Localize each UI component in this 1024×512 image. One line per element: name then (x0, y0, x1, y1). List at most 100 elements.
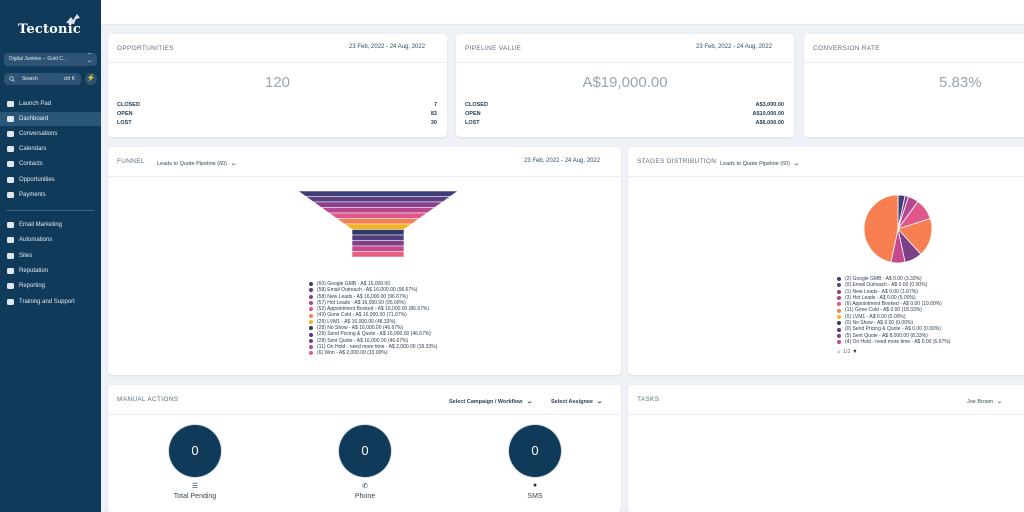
chevron-down-icon: ⌄ (793, 161, 801, 167)
legend-label: (0) Email Outreach - A$ 0.00 (0.00%) (845, 282, 928, 289)
sidebar-item-opportunities[interactable]: Opportunities (0, 173, 101, 187)
rocket-icon (7, 101, 14, 107)
sidebar-item-label: Reputation (19, 268, 49, 274)
legend-dot (309, 288, 313, 293)
account-selector[interactable]: Digital Junkies -- Gold C... ⌃ ⌄ (4, 53, 97, 66)
legend-dot (837, 314, 841, 319)
total-pending-label: Total Pending (173, 493, 217, 500)
date-range[interactable]: 23 Feb, 2022 - 24 Aug, 2022 (524, 158, 601, 164)
card-title: MANUAL ACTIONS (117, 396, 179, 403)
selector-chevron-icon: ⌃ ⌄ (86, 53, 92, 64)
legend-item[interactable]: (28) No Show - A$ 16,000.00 (46.67%) (309, 325, 437, 331)
pipeline-select[interactable]: Leads to Quote Pipeline (60) ⌄ (157, 160, 237, 167)
search-input[interactable]: Search ctrl K (4, 73, 81, 85)
legend-item[interactable]: (0) Email Outreach - A$ 0.00 (0.00%) (837, 282, 950, 288)
funnel-band[interactable] (312, 201, 444, 208)
sidebar-item-email-marketing[interactable]: Email Marketing (0, 218, 101, 232)
pipeline-select[interactable]: Leads to Quote Pipeline (60) ⌄ (720, 160, 801, 167)
sidebar-item-label: Sites (19, 253, 33, 259)
legend-item[interactable]: (52) Appointment Booked - A$ 16,000.00 (… (309, 306, 437, 312)
legend-item[interactable]: (4) On Hold - need more time - A$ 0.00 (… (837, 339, 950, 345)
legend-item[interactable]: (3) Hot Leads - A$ 0.00 (5.00%) (837, 295, 950, 301)
campaign-select[interactable]: Select Campaign / Workflow ⌄ (449, 398, 533, 405)
quick-actions-button[interactable]: ⚡ (85, 73, 97, 85)
card-title: STAGES DISTRIBUTION (637, 158, 717, 165)
sms-icon: ● (532, 482, 538, 489)
sites-icon (7, 253, 14, 259)
legend-item[interactable]: (1) New Leads - A$ 0.00 (1.67%) (837, 289, 950, 295)
pipeline-select-value: Leads to Quote Pipeline (60) (720, 161, 791, 167)
funnel-band[interactable] (351, 240, 405, 247)
legend-item[interactable]: (58) New Leads - A$ 16,000.00 (96.67%) (309, 294, 437, 300)
funnel-band[interactable] (351, 251, 405, 258)
funnel-band[interactable] (327, 212, 429, 219)
assignee-select[interactable]: Select Assignee ⌄ (551, 398, 603, 405)
legend-item[interactable]: (0) No Show - A$ 0.00 (0.00%) (837, 320, 950, 326)
sidebar-item-payments[interactable]: Payments (0, 188, 101, 202)
page-up-icon[interactable]: ▲ (836, 349, 842, 355)
sidebar-item-label: Conversations (19, 131, 58, 137)
sidebar-item-launch-pad[interactable]: Launch Pad (0, 97, 101, 111)
sidebar-divider (6, 210, 94, 211)
sidebar-item-automations[interactable]: Automations (0, 233, 101, 247)
reporting-icon (7, 283, 14, 289)
sidebar-item-training-and-support[interactable]: Training and Support (0, 295, 101, 309)
funnel-band[interactable] (304, 196, 452, 203)
legend-dot (309, 294, 313, 299)
legend-item[interactable]: (11) On Hold - need more time - A$ 2,000… (309, 344, 437, 350)
legend-item[interactable]: (5) Sent Quote - A$ 8,000.00 (8.33%) (837, 333, 950, 339)
sidebar-item-conversations[interactable]: Conversations (0, 127, 101, 141)
legend-item[interactable]: (28) Send Pricing & Quote - A$ 16,000.00… (309, 331, 437, 337)
sidebar-item-calendars[interactable]: Calendars (0, 142, 101, 156)
legend-item[interactable]: (28) Sent Quote - A$ 16,000.00 (46.67%) (309, 338, 437, 344)
sidebar-item-reputation[interactable]: Reputation (0, 264, 101, 278)
sidebar-item-sites[interactable]: Sites (0, 249, 101, 263)
sms-label: SMS (527, 493, 543, 500)
funnel-band[interactable] (351, 245, 405, 252)
legend-dot (309, 282, 313, 287)
app-logo[interactable]: Tectonic (18, 22, 81, 37)
pipeline-total: A$19,000.00 (582, 74, 668, 91)
legend-item[interactable]: (0) Send Pricing & Quote - A$ 0.00 (0.00… (837, 326, 950, 332)
legend-label: (3) Hot Leads - A$ 0.00 (5.00%) (845, 294, 916, 301)
task-assignee-select[interactable]: Joe Brown ⌄ (967, 398, 1003, 405)
sidebar-item-label: Reporting (19, 283, 46, 289)
page-down-icon[interactable]: ▼ (852, 349, 858, 355)
phone-count[interactable]: 0 (339, 425, 391, 477)
legend-item[interactable]: (6) Won - A$ 2,000.00 (10.00%) (309, 350, 437, 356)
pagination-text: 1/2 (842, 349, 851, 355)
sms-count[interactable]: 0 (509, 425, 561, 477)
legend-dot (837, 340, 841, 345)
sidebar-item-contacts[interactable]: Contacts (0, 157, 101, 171)
card-divider (804, 62, 1024, 63)
legend-item[interactable]: (60) Google GMB - A$ 16,000.00 (309, 281, 437, 287)
sidebar-item-dashboard[interactable]: Dashboard (0, 112, 101, 126)
funnel-band[interactable] (351, 229, 405, 236)
legend-item[interactable]: (2) Google GMB - A$ 0.00 (3.33%) (837, 276, 950, 282)
legend-dot (837, 302, 841, 307)
funnel-band[interactable] (297, 190, 459, 197)
pie-slice[interactable] (863, 194, 899, 263)
funnel-band[interactable] (351, 234, 405, 241)
funnel-band[interactable] (320, 207, 436, 214)
legend-item[interactable]: (6) Appointment Booked - A$ 0.00 (10.00%… (837, 301, 950, 307)
pie-slice[interactable] (897, 217, 933, 255)
legend-item[interactable]: (11) Gone Cold - A$ 0.00 (18.33%) (837, 307, 950, 313)
legend-item[interactable]: (29) LVM1 - A$ 16,000.00 (48.33%) (309, 319, 437, 325)
legend-item[interactable]: (0) LVM1 - A$ 0.00 (0.00%) (837, 314, 950, 320)
funnel-band[interactable] (343, 223, 413, 230)
open-value: 83 (430, 111, 437, 117)
date-range[interactable]: 23 Feb, 2022 - 24 Aug, 2022 (349, 44, 426, 50)
funnel-band[interactable] (335, 218, 421, 225)
total-pending-count[interactable]: 0 (169, 425, 221, 477)
date-range[interactable]: 23 Feb, 2022 - 24 Aug, 2022 (696, 44, 773, 50)
funnel-legend: (60) Google GMB - A$ 16,000.00 (58) Email… (309, 281, 437, 357)
legend-item[interactable]: (58) Email Outreach - A$ 16,000.00 (96.6… (309, 287, 437, 293)
legend-dot (837, 277, 841, 282)
sidebar-item-reporting[interactable]: Reporting (0, 279, 101, 293)
legend-label: (28) Sent Quote - A$ 16,000.00 (46.67%) (317, 337, 409, 344)
legend-item[interactable]: (43) Gone Cold - A$ 16,000.00 (71.67%) (309, 312, 437, 318)
pie-chart (863, 194, 933, 264)
legend-item[interactable]: (57) Hot Leads - A$ 16,000.00 (95.00%) (309, 300, 437, 306)
closed-label: CLOSED (117, 102, 140, 108)
